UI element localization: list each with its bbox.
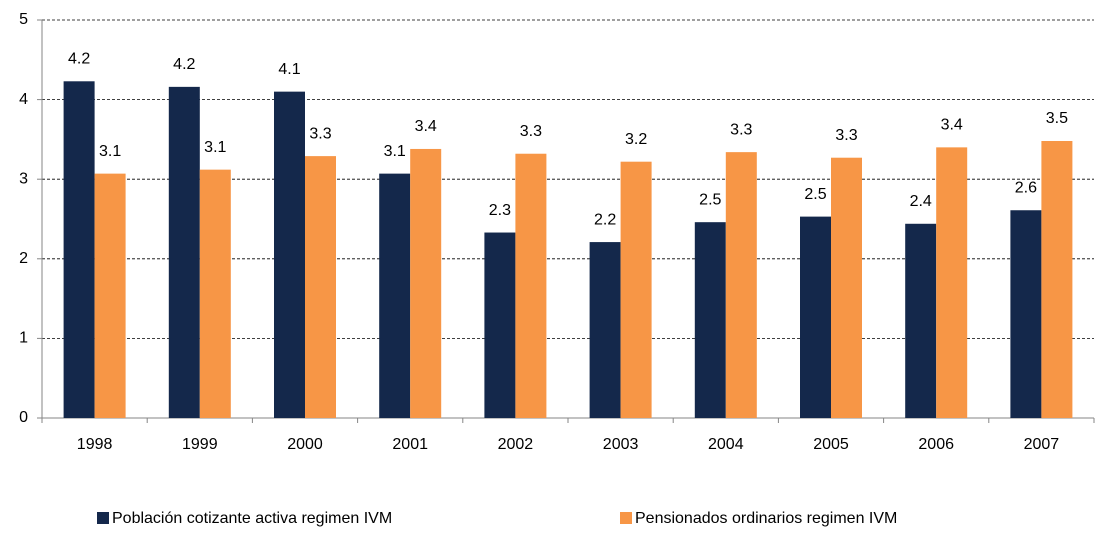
value-label: 3.2 [625, 131, 647, 148]
value-label: 2.4 [910, 193, 932, 210]
value-label: 4.2 [68, 51, 90, 68]
bar [589, 242, 621, 418]
bar [620, 161, 652, 419]
value-label: 4.2 [173, 56, 195, 73]
value-label: 3.1 [204, 139, 226, 156]
value-label: 3.3 [309, 125, 331, 142]
x-tick-label: 2001 [392, 436, 428, 453]
x-tick-label: 2005 [813, 436, 849, 453]
value-label: 2.5 [804, 186, 826, 203]
bar [379, 173, 411, 418]
legend-label: Población cotizante activa regimen IVM [112, 510, 392, 527]
legend-label: Pensionados ordinarios regimen IVM [635, 510, 897, 527]
y-tick-label: 1 [19, 330, 28, 347]
legend-swatch [97, 512, 109, 524]
y-tick-label: 2 [19, 250, 28, 267]
y-tick-label: 3 [19, 170, 28, 187]
bar [1041, 140, 1073, 418]
value-label: 2.5 [699, 191, 721, 208]
bar [94, 173, 126, 418]
bar [936, 147, 968, 419]
x-tick-label: 2002 [498, 436, 534, 453]
value-label: 2.6 [1015, 179, 1037, 196]
y-tick-label: 5 [19, 11, 28, 28]
bar [168, 86, 200, 418]
x-tick-label: 2000 [287, 436, 323, 453]
x-tick-label: 2003 [603, 436, 639, 453]
value-label: 3.1 [99, 143, 121, 160]
y-tick-label: 4 [19, 91, 28, 108]
value-label: 3.1 [384, 143, 406, 160]
value-label: 2.3 [489, 202, 511, 219]
y-tick-label: 0 [19, 409, 28, 426]
value-label: 3.5 [1046, 110, 1068, 127]
bar [515, 153, 547, 418]
bar [305, 156, 336, 418]
value-label: 3.4 [415, 118, 437, 135]
x-tick-label: 2007 [1024, 436, 1060, 453]
value-label: 2.2 [594, 211, 616, 228]
bar [1010, 210, 1042, 418]
bar [274, 91, 305, 418]
bar [484, 232, 516, 418]
value-label: 3.3 [520, 123, 542, 140]
x-tick-label: 1998 [77, 436, 113, 453]
value-label: 4.1 [278, 61, 300, 78]
bar [199, 169, 231, 418]
bar [831, 157, 862, 418]
value-label: 3.4 [941, 117, 963, 134]
bar [725, 152, 757, 419]
legend-swatch [620, 512, 632, 524]
x-tick-label: 2006 [918, 436, 954, 453]
x-tick-label: 2004 [708, 436, 744, 453]
bar [410, 148, 442, 418]
value-label: 3.3 [730, 121, 752, 138]
bar [63, 81, 95, 419]
bar [694, 222, 726, 418]
bar [905, 223, 937, 418]
x-tick-label: 1999 [182, 436, 218, 453]
value-label: 3.3 [835, 127, 857, 144]
bar [800, 216, 831, 418]
